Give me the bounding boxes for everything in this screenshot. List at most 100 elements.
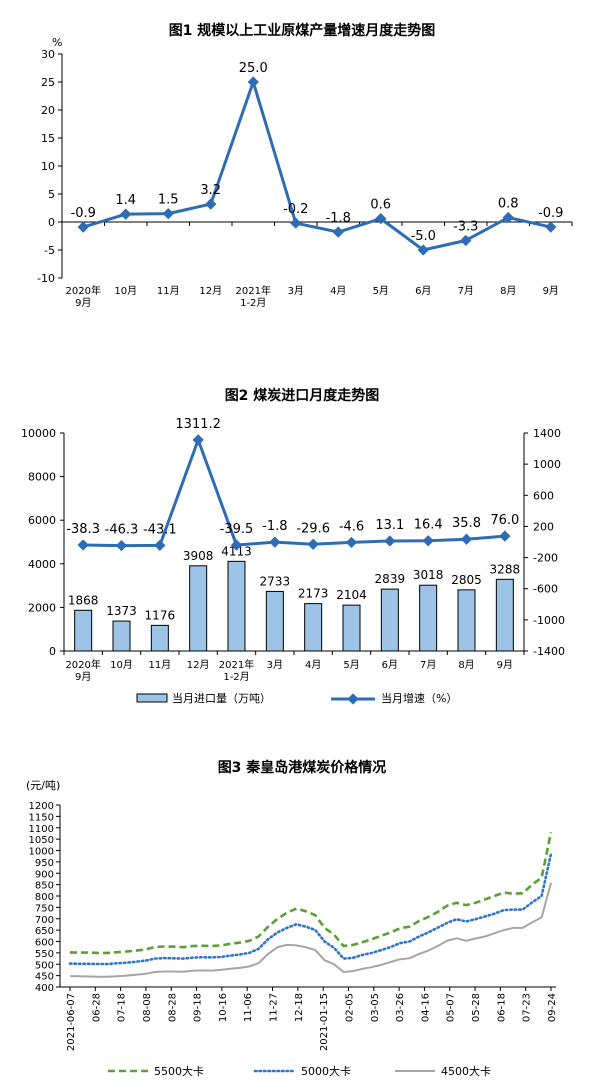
series-line — [68, 852, 553, 966]
x-tick-label: 8月 — [458, 659, 474, 671]
x-tick-label: 05-28 — [471, 993, 482, 1022]
chart-3: 图3 秦皇岛港煤炭价格情况 (元/吨) 4004505005506006507007… — [26, 759, 558, 1078]
legend-label: 5500大卡 — [154, 1064, 204, 1078]
data-point — [307, 538, 319, 550]
bar-label: 3908 — [183, 549, 214, 563]
x-tick-label: 09-24 — [547, 993, 558, 1022]
x-tick-label: 03-05 — [370, 993, 381, 1022]
data-point — [77, 221, 89, 233]
y2-tick-label: 1400 — [533, 427, 561, 440]
data-label: 76.0 — [490, 513, 519, 528]
chart-title: 图1 规模以上工业原煤产量增速月度走势图 — [169, 22, 436, 39]
x-tick-label: 2020年 9月 — [65, 658, 100, 683]
x-tick-label: 07-23 — [522, 993, 533, 1022]
x-tick-label: 2021年 1-2月 — [236, 284, 271, 309]
data-label: -1.8 — [262, 519, 287, 534]
data-point — [154, 539, 166, 552]
bar — [227, 560, 246, 652]
bar — [112, 620, 131, 652]
bar — [304, 603, 323, 652]
data-label: 1.5 — [158, 193, 179, 208]
data-label: 0.6 — [370, 198, 391, 213]
y2-tick-label: -1000 — [533, 614, 565, 627]
data-label: 16.4 — [414, 518, 443, 533]
bar — [74, 609, 93, 652]
y-tick-label: 8000 — [28, 471, 56, 484]
y-tick-label: 650 — [35, 926, 54, 937]
y-axis-label: % — [52, 36, 62, 49]
x-tick-label: 03-26 — [395, 993, 406, 1022]
y-tick-label: 1100 — [29, 824, 54, 835]
y-tick-label: 10000 — [21, 427, 56, 440]
y-tick-label: -5 — [44, 244, 55, 257]
y2-tick-label: -1400 — [533, 645, 565, 658]
x-tick-label: 6月 — [382, 659, 398, 671]
y-tick-label: 1050 — [29, 835, 54, 846]
y-tick-label: 15 — [41, 132, 55, 145]
data-point — [120, 208, 132, 220]
x-tick-label: 12-18 — [294, 993, 305, 1022]
y-tick-label: 800 — [35, 892, 54, 903]
y-tick-label: 0 — [49, 645, 56, 658]
data-label: -4.6 — [339, 519, 364, 534]
y2-tick-label: -200 — [533, 552, 558, 565]
data-label: -5.0 — [411, 229, 436, 244]
x-tick-label: 10月 — [110, 659, 133, 671]
data-label: -0.9 — [71, 206, 96, 221]
x-tick-label: 09-18 — [193, 993, 204, 1022]
data-label: 3.2 — [200, 183, 221, 198]
y-tick-label: 20 — [41, 104, 55, 117]
x-tick-label: 5月 — [343, 659, 359, 671]
x-tick-label: 06-28 — [91, 993, 102, 1022]
data-point — [545, 221, 557, 233]
data-label: 0.8 — [498, 197, 519, 212]
bar-label: 1373 — [106, 604, 137, 618]
data-label: -29.6 — [296, 521, 330, 536]
data-point — [115, 539, 128, 552]
y-tick-label: 2000 — [28, 601, 56, 614]
legend-label: 5000大卡 — [301, 1064, 351, 1078]
y-tick-label: 900 — [35, 869, 54, 880]
data-label: -0.2 — [283, 202, 308, 217]
data-label: 13.1 — [375, 518, 404, 533]
x-tick-label: 3月 — [288, 285, 304, 297]
legend-label: 4500大卡 — [441, 1064, 491, 1078]
legend-label: 当月进口量（万吨） — [172, 691, 271, 705]
legend: 当月进口量（万吨） 当月增速（%） — [136, 691, 457, 705]
y2-tick-label: 600 — [533, 489, 554, 502]
data-label: 35.8 — [452, 516, 481, 531]
y2-tick-label: 1000 — [533, 458, 561, 471]
data-point — [162, 207, 174, 220]
bar — [342, 604, 361, 652]
bar — [457, 589, 476, 652]
bar-label: 1176 — [145, 608, 176, 622]
x-tick-label: 11月 — [148, 659, 171, 671]
data-label: -39.5 — [220, 522, 254, 537]
x-tick-label: 4月 — [305, 659, 321, 671]
chart-2: 图2 煤炭进口月度走势图 0 2000 4000 6000 8000 10000 -1400 -… — [21, 387, 565, 705]
data-point — [460, 533, 473, 545]
y-tick-label: 30 — [41, 48, 55, 61]
bar-label: 2104 — [336, 588, 367, 602]
chart-title: 图3 秦皇岛港煤炭价格情况 — [218, 759, 387, 776]
y-tick-label: 25 — [41, 76, 55, 89]
data-point — [205, 198, 217, 210]
data-label: -46.3 — [105, 523, 139, 538]
data-point — [290, 217, 302, 229]
data-label: -1.8 — [326, 211, 351, 226]
bar — [380, 588, 399, 652]
y-axis-label: (元/吨) — [26, 779, 60, 792]
bar-label: 1868 — [68, 593, 99, 607]
x-tick-label: 2021年 1-2月 — [219, 658, 254, 683]
y-tick-label: 0 — [48, 216, 55, 229]
y-tick-label: 550 — [35, 949, 54, 960]
data-point — [422, 535, 434, 547]
bar-label: 2173 — [298, 587, 329, 601]
bar — [150, 624, 169, 652]
data-point — [77, 539, 89, 551]
data-point — [502, 211, 514, 224]
data-point — [332, 226, 344, 238]
y-tick-label: 1200 — [29, 801, 54, 812]
data-point — [460, 234, 472, 247]
